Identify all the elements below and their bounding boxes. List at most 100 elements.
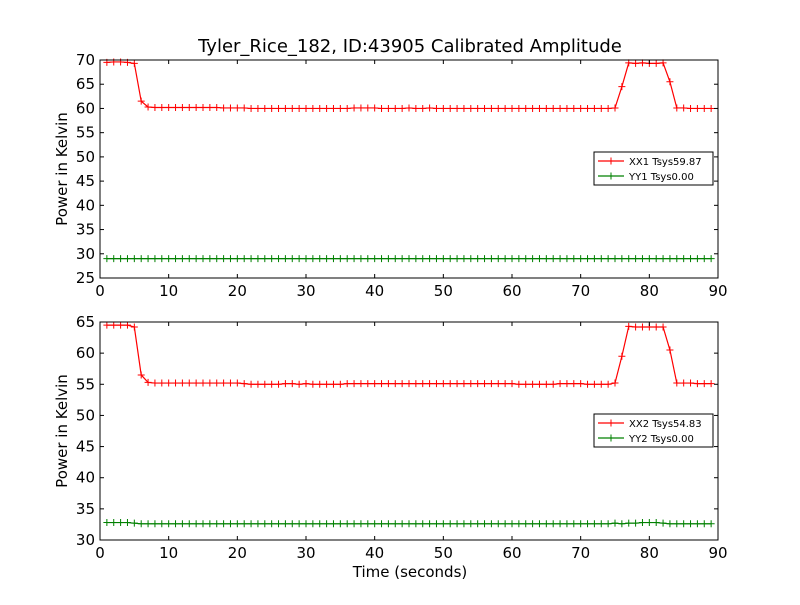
data-point-marker (364, 104, 372, 112)
y-tick-label: 45 (76, 172, 95, 190)
data-point-marker (206, 255, 214, 263)
x-tick-label: 80 (640, 544, 659, 562)
data-point-marker (165, 103, 173, 111)
legend-label: XX1 Tsys59.87 (629, 157, 702, 168)
data-point-marker (426, 520, 434, 528)
data-point-marker (439, 380, 447, 388)
data-point-marker (130, 59, 138, 67)
data-point-marker (597, 255, 605, 263)
data-point-marker (151, 520, 159, 528)
data-point-marker (302, 520, 310, 528)
x-tick-label: 30 (296, 282, 315, 300)
data-point-marker (130, 323, 138, 331)
data-point-marker (378, 380, 386, 388)
data-point-marker (144, 103, 152, 111)
data-point-marker (350, 255, 358, 263)
data-point-marker (529, 104, 537, 112)
data-point-marker (432, 520, 440, 528)
axes-frame (99, 321, 719, 541)
data-point-marker (226, 104, 234, 112)
data-point-marker (364, 380, 372, 388)
y-tick-label: 35 (76, 221, 95, 239)
data-point-marker (391, 520, 399, 528)
chart-title: Tyler_Rice_182, ID:43905 Calibrated Ampl… (197, 36, 622, 57)
data-point-marker (487, 380, 495, 388)
data-point-marker (474, 520, 482, 528)
data-point-marker (295, 104, 303, 112)
data-point-marker (137, 255, 145, 263)
data-point-marker (309, 520, 317, 528)
data-point-marker (192, 379, 200, 387)
data-point-marker (549, 380, 557, 388)
data-point-marker (625, 519, 633, 527)
data-point-marker (432, 380, 440, 388)
data-point-marker (199, 379, 207, 387)
legend-entry: XX2 Tsys54.83 (598, 419, 702, 430)
data-point-marker (213, 103, 221, 111)
data-point-marker (206, 103, 214, 111)
data-point-marker (638, 323, 646, 331)
data-point-marker (371, 104, 379, 112)
x-tick-label: 10 (159, 544, 178, 562)
data-point-marker (144, 520, 152, 528)
y-tick-label: 25 (76, 269, 95, 287)
data-point-marker (426, 380, 434, 388)
data-point-marker (638, 255, 646, 263)
legend-label: YY2 Tsys0.00 (628, 434, 694, 445)
data-point-marker (687, 520, 695, 528)
data-point-marker (673, 104, 681, 112)
data-point-marker (618, 352, 626, 360)
data-point-marker (460, 520, 468, 528)
data-point-marker (549, 520, 557, 528)
data-point-marker (226, 255, 234, 263)
y-tick-label: 35 (76, 500, 95, 518)
data-point-marker (494, 520, 502, 528)
data-point-marker (638, 59, 646, 67)
data-point-marker (549, 255, 557, 263)
data-point-marker (584, 255, 592, 263)
data-point-marker (316, 255, 324, 263)
data-point-marker (288, 255, 296, 263)
data-point-marker (707, 104, 715, 112)
data-point-marker (158, 255, 166, 263)
data-point-marker (535, 520, 543, 528)
data-point-marker (467, 520, 475, 528)
data-point-marker (110, 58, 118, 66)
x-tick-label: 40 (365, 282, 384, 300)
y-tick-label: 45 (76, 438, 95, 456)
data-point-marker (474, 255, 482, 263)
data-point-marker (158, 520, 166, 528)
data-point-marker (590, 520, 598, 528)
data-point-marker (659, 519, 667, 527)
data-point-marker (693, 380, 701, 388)
data-point-marker (268, 255, 276, 263)
data-point-marker (151, 103, 159, 111)
data-point-marker (501, 520, 509, 528)
data-point-marker (309, 104, 317, 112)
data-point-marker (240, 520, 248, 528)
legend-entry: XX1 Tsys59.87 (598, 157, 702, 168)
data-point-marker (185, 379, 193, 387)
lower-plot-panel: 0 10 20 30 40 50 60 70 80 90 30 35 40 45 50 55 60 65 Power… (53, 313, 728, 562)
data-point-marker (192, 520, 200, 528)
data-point-marker (391, 104, 399, 112)
series-path (106, 324, 712, 385)
data-point-marker (570, 520, 578, 528)
data-point-marker (185, 520, 193, 528)
data-point-marker (275, 380, 283, 388)
data-point-marker (535, 380, 543, 388)
data-point-marker (529, 255, 537, 263)
data-point-marker (165, 255, 173, 263)
legend-label: XX2 Tsys54.83 (629, 419, 702, 430)
x-tick-label: 20 (228, 282, 247, 300)
data-point-marker (144, 378, 152, 386)
y-tick-label: 50 (76, 406, 95, 424)
y-tick-label: 40 (76, 196, 95, 214)
data-point-marker (302, 255, 310, 263)
data-point-marker (206, 379, 214, 387)
data-point-marker (275, 520, 283, 528)
data-point-marker (446, 255, 454, 263)
data-point-marker (522, 380, 530, 388)
data-point-marker (508, 520, 516, 528)
data-point-marker (378, 104, 386, 112)
